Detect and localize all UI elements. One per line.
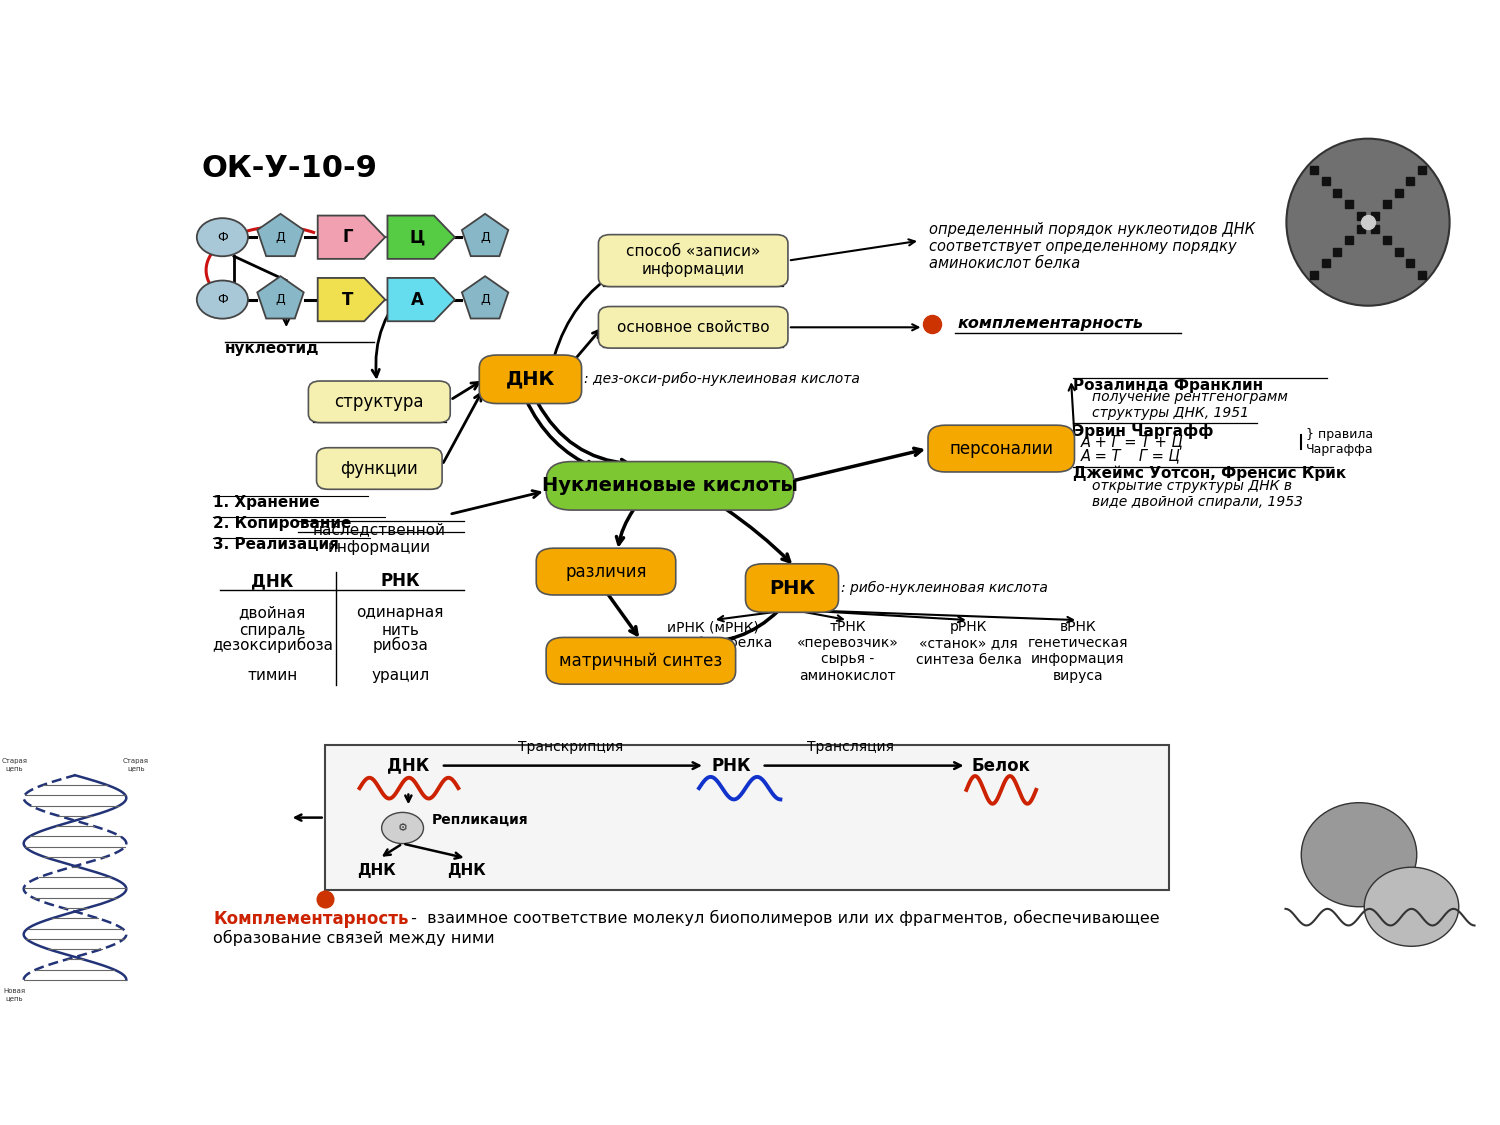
Text: Репликация: Репликация <box>432 812 528 827</box>
Text: функции: функции <box>340 459 418 477</box>
Circle shape <box>381 812 423 844</box>
Text: тимин: тимин <box>248 668 297 683</box>
Polygon shape <box>318 216 386 259</box>
FancyBboxPatch shape <box>598 306 788 348</box>
Polygon shape <box>462 214 509 256</box>
FancyBboxPatch shape <box>928 425 1074 472</box>
Text: Г: Г <box>342 228 352 246</box>
FancyBboxPatch shape <box>537 548 675 595</box>
Text: 1. Хранение: 1. Хранение <box>213 495 320 511</box>
FancyBboxPatch shape <box>546 638 735 684</box>
Text: персоналии: персоналии <box>950 440 1053 458</box>
Text: открытие структуры ДНК в
виде двойной спирали, 1953: открытие структуры ДНК в виде двойной сп… <box>1092 479 1304 510</box>
Text: Розалинда Франклин: Розалинда Франклин <box>1074 378 1263 393</box>
Circle shape <box>196 280 248 318</box>
Text: вРНК
генетическая
информация
вируса: вРНК генетическая информация вируса <box>1028 620 1128 683</box>
Text: Д: Д <box>480 294 490 306</box>
Text: двойная
спираль: двойная спираль <box>238 605 306 638</box>
Text: А + Г = Т + Ц: А + Г = Т + Ц <box>1080 434 1184 450</box>
Text: получение рентгенограмм
структуры ДНК, 1951: получение рентгенограмм структуры ДНК, 1… <box>1092 389 1288 420</box>
Text: Джеймс Уотсон, Френсис Крик: Джеймс Уотсон, Френсис Крик <box>1074 466 1347 482</box>
Text: Д: Д <box>276 231 285 244</box>
Text: Д: Д <box>480 231 490 244</box>
Text: Нуклеиновые кислоты: Нуклеиновые кислоты <box>542 476 798 495</box>
Text: Ф: Ф <box>217 294 228 306</box>
Text: структура: структура <box>334 393 424 411</box>
Text: Транскрипция: Транскрипция <box>519 739 624 754</box>
Polygon shape <box>258 277 303 318</box>
FancyBboxPatch shape <box>598 235 788 287</box>
Text: } правила
Чаргаффа: } правила Чаргаффа <box>1306 428 1374 456</box>
Text: Комплементарность: Комплементарность <box>213 910 408 928</box>
Text: : дез-окси-рибо-нуклеиновая кислота: : дез-окси-рибо-нуклеиновая кислота <box>584 372 859 386</box>
Text: нуклеотид: нуклеотид <box>225 341 320 357</box>
Ellipse shape <box>1287 138 1449 306</box>
Text: Ф: Ф <box>217 231 228 244</box>
Text: определенный порядок нуклеотидов ДНК
соответствует определенному порядку
аминоки: определенный порядок нуклеотидов ДНК соо… <box>928 222 1256 271</box>
Text: Старая
цепь: Старая цепь <box>123 758 148 771</box>
Text: 2. Копирование: 2. Копирование <box>213 516 351 531</box>
Text: способ «записи»
информации: способ «записи» информации <box>626 244 760 277</box>
Text: одинарная
нить: одинарная нить <box>357 605 444 638</box>
Text: ДНК: ДНК <box>506 370 555 389</box>
Text: различия: различия <box>566 562 646 580</box>
Text: Новая
цепь: Новая цепь <box>3 988 26 1001</box>
Circle shape <box>196 218 248 256</box>
Text: ДНК: ДНК <box>251 573 294 591</box>
Text: Т: Т <box>342 290 354 308</box>
Text: урацил: урацил <box>370 668 429 683</box>
Text: : рибо-нуклеиновая кислота: : рибо-нуклеиновая кислота <box>842 580 1047 595</box>
Polygon shape <box>462 277 509 318</box>
FancyBboxPatch shape <box>324 745 1168 890</box>
Text: Ц: Ц <box>410 228 426 246</box>
Text: ⚙: ⚙ <box>398 824 408 832</box>
FancyBboxPatch shape <box>480 356 582 404</box>
Text: наследственной
информации: наследственной информации <box>314 522 446 555</box>
Text: иРНК (мРНК)
«чертеж» белка: иРНК (мРНК) «чертеж» белка <box>654 620 772 650</box>
Text: РНК: РНК <box>711 757 752 775</box>
Text: ДНК: ДНК <box>447 863 486 878</box>
Text: матричный синтез: матричный синтез <box>560 651 723 669</box>
Text: ДНК: ДНК <box>387 757 429 775</box>
Text: рибоза: рибоза <box>372 637 427 652</box>
Text: комплементарность: комплементарность <box>957 316 1143 332</box>
Text: РНК: РНК <box>381 573 420 591</box>
Text: 3. Реализация: 3. Реализация <box>213 537 339 552</box>
Text: Эрвин Чаргафф: Эрвин Чаргафф <box>1074 423 1214 439</box>
FancyBboxPatch shape <box>746 564 839 612</box>
Polygon shape <box>387 278 454 322</box>
Text: Белок: Белок <box>972 757 1030 775</box>
FancyBboxPatch shape <box>546 461 794 510</box>
Polygon shape <box>387 216 454 259</box>
Ellipse shape <box>1365 867 1458 946</box>
Ellipse shape <box>1300 803 1416 907</box>
Text: ДНК: ДНК <box>357 863 396 878</box>
FancyBboxPatch shape <box>309 381 450 423</box>
Text: тРНК
«перевозчик»
сырья -
аминокислот: тРНК «перевозчик» сырья - аминокислот <box>796 620 898 683</box>
Text: Старая
цепь: Старая цепь <box>2 758 27 771</box>
FancyBboxPatch shape <box>316 448 442 489</box>
Text: основное свойство: основное свойство <box>616 319 770 335</box>
Polygon shape <box>258 214 303 256</box>
Text: ОК-У-10-9: ОК-У-10-9 <box>201 154 378 183</box>
Text: дезоксирибоза: дезоксирибоза <box>211 637 333 652</box>
Text: рРНК
«станок» для
синтеза белка: рРНК «станок» для синтеза белка <box>915 620 1022 666</box>
Text: Трансляция: Трансляция <box>807 739 894 754</box>
Text: А: А <box>411 290 424 308</box>
Text: образование связей между ними: образование связей между ними <box>213 930 495 946</box>
Text: А = Т    Г = Ц: А = Т Г = Ц <box>1080 449 1180 463</box>
Text: -  взаимное соответствие молекул биополимеров или их фрагментов, обеспечивающее: - взаимное соответствие молекул биополим… <box>406 910 1160 927</box>
Polygon shape <box>318 278 386 322</box>
Text: РНК: РНК <box>770 578 814 597</box>
Text: Д: Д <box>276 294 285 306</box>
